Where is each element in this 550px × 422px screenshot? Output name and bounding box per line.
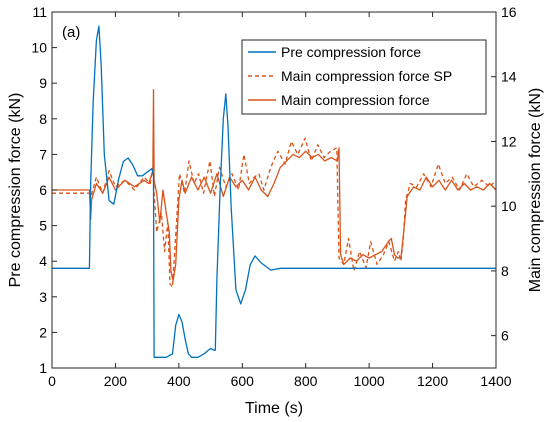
x-axis-label: Time (s) (245, 400, 303, 417)
legend-label-main: Main compression force (281, 92, 430, 108)
x-tick-label: 400 (167, 373, 191, 389)
y-right-tick-label: 16 (501, 4, 517, 20)
series-main-compression-sp (52, 137, 497, 288)
x-tick-label: 0 (48, 373, 56, 389)
y-left-tick-label: 2 (39, 324, 47, 340)
x-tick-label: 1400 (480, 373, 511, 389)
y-left-tick-label: 11 (32, 4, 47, 20)
y-left-tick-label: 9 (39, 75, 47, 91)
legend: Pre compression force Main compression f… (241, 39, 487, 115)
y-left-tick-label: 4 (39, 253, 47, 269)
x-tick-label: 200 (104, 373, 128, 389)
x-tick-label: 800 (294, 373, 318, 389)
ticks-layer: 0 200 400 600 800 1000 1200 1400123456789101168… (31, 4, 516, 389)
x-tick-label: 1200 (417, 373, 448, 389)
y-right-tick-label: 14 (501, 69, 517, 85)
y-left-tick-label: 3 (39, 289, 47, 305)
y-right-tick-label: 6 (501, 328, 509, 344)
y-left-tick-label: 6 (39, 182, 47, 198)
y-right-tick-label: 10 (501, 198, 517, 214)
series-layer (52, 25, 497, 358)
series-pre-compression (52, 25, 496, 358)
legend-box (241, 39, 487, 115)
y-right-tick-label: 8 (501, 263, 509, 279)
y-left-tick-label: 10 (31, 40, 47, 56)
y-axis-label-right: Main compression force (kN) (527, 88, 544, 293)
x-tick-label: 1000 (354, 373, 385, 389)
legend-label-pre: Pre compression force (281, 44, 421, 60)
legend-label-main-sp: Main compression force SP (281, 68, 452, 84)
x-tick-label: 600 (231, 373, 255, 389)
panel-label: (a) (62, 24, 80, 41)
y-left-tick-label: 8 (39, 111, 47, 127)
y-left-tick-label: 1 (39, 360, 47, 376)
y-right-tick-label: 12 (501, 133, 517, 149)
y-left-tick-label: 7 (39, 146, 47, 162)
y-left-tick-label: 5 (39, 218, 47, 234)
series-main-compression (52, 89, 497, 282)
y-axis-label-left: Pre compression force (kN) (7, 93, 24, 288)
